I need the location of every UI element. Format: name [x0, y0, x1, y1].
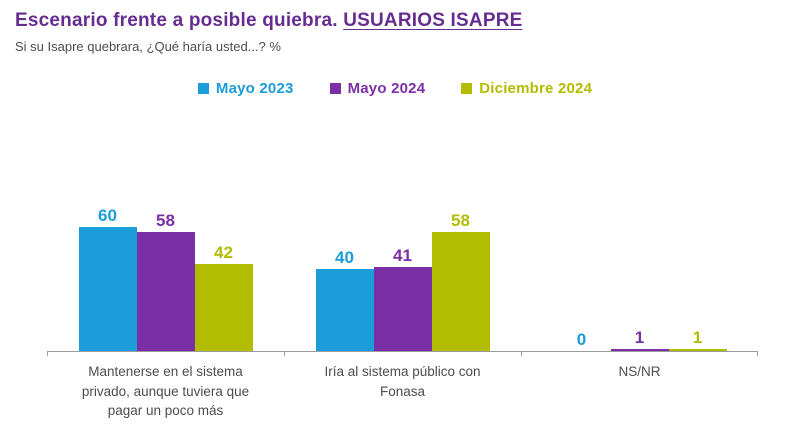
- bar-column: 42: [194, 243, 253, 351]
- bar-value-label: 40: [335, 248, 354, 267]
- bar-value-label: 58: [156, 211, 175, 230]
- bar-value-label: 42: [214, 243, 233, 262]
- legend-label: Mayo 2024: [347, 80, 426, 97]
- bar: [373, 267, 432, 351]
- bar-column: 0: [553, 331, 611, 351]
- chart-title-highlight: USUARIOS ISAPRE: [343, 10, 523, 31]
- bar: [78, 227, 137, 351]
- bar-group: 60 58 42: [47, 112, 284, 351]
- legend-item: Diciembre 2024: [461, 80, 592, 97]
- chart-legend: Mayo 2023 Mayo 2024 Diciembre 2024: [0, 80, 790, 97]
- category-label: Mantenerse en el sistema privado, aunque…: [81, 364, 250, 419]
- bar-value-label: 60: [98, 206, 117, 225]
- axis-tick: [521, 351, 522, 356]
- bar-value-label: 1: [634, 328, 645, 347]
- bar-column: 58: [136, 211, 195, 351]
- chart-title: Escenario frente a posible quiebra. USUA…: [15, 10, 775, 32]
- bar-column: 1: [668, 328, 727, 351]
- bar-column: 58: [431, 211, 490, 351]
- legend-swatch-icon: [197, 83, 209, 94]
- legend-item: Mayo 2023: [197, 80, 294, 97]
- bar-value-label: 1: [692, 328, 703, 347]
- bar-value-label: 41: [393, 246, 412, 265]
- bar: [431, 232, 490, 351]
- bar-column: 40: [315, 248, 374, 351]
- category-label: NS/NR: [618, 364, 661, 379]
- bar: [610, 349, 669, 351]
- legend-label: Mayo 2023: [215, 80, 294, 97]
- category-axis: Mantenerse en el sistema privado, aunque…: [47, 362, 758, 421]
- chart-subtitle: Si su Isapre quebrara, ¿Qué haría usted.…: [15, 39, 281, 54]
- bar-column: 60: [78, 206, 137, 351]
- bar-column: 41: [373, 246, 432, 351]
- bar: [136, 232, 195, 351]
- plot-area: 60 58 42 40 41 58 0 1 1: [47, 112, 758, 356]
- legend-label: Diciembre 2024: [479, 80, 593, 97]
- bar-value-label: 0: [576, 330, 587, 349]
- axis-tick: [757, 351, 758, 356]
- bar-group: 0 1 1: [521, 112, 758, 351]
- bar-value-label: 58: [451, 211, 470, 230]
- axis-tick: [47, 351, 48, 356]
- chart-title-text: Escenario frente a posible quiebra.: [15, 10, 344, 31]
- legend-swatch-icon: [461, 83, 473, 94]
- legend-swatch-icon: [329, 83, 341, 94]
- bar-column: 1: [610, 328, 669, 351]
- chart-header: Escenario frente a posible quiebra. USUA…: [15, 10, 775, 54]
- bar: [668, 349, 727, 351]
- bar: [315, 269, 374, 351]
- category-label: Iría al sistema público con Fonasa: [324, 364, 481, 399]
- bar-group: 40 41 58: [284, 112, 521, 351]
- bar: [194, 264, 253, 351]
- axis-tick: [283, 351, 285, 356]
- legend-item: Mayo 2024: [329, 80, 426, 97]
